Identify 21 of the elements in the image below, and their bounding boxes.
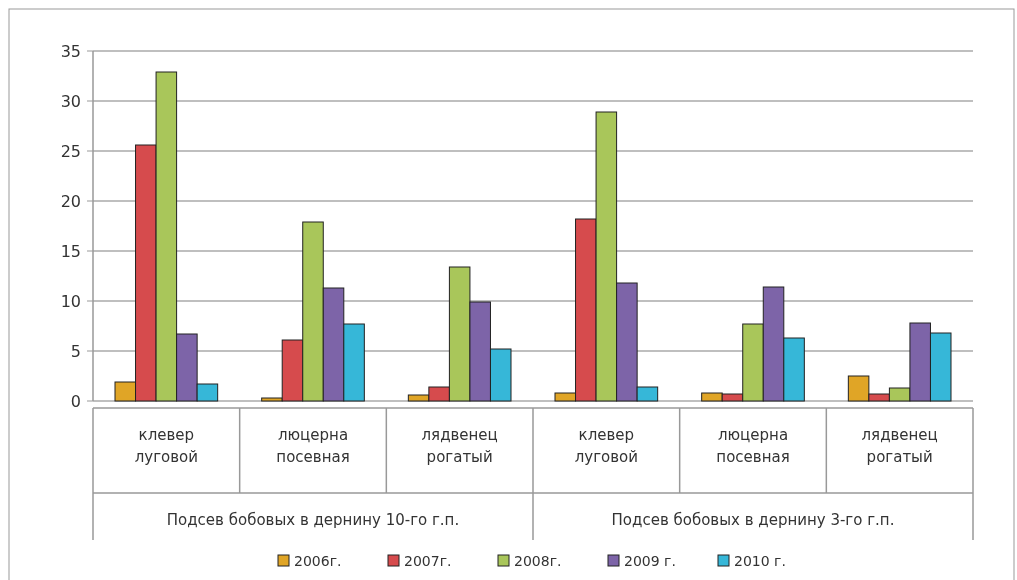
legend-label: 2007г.: [404, 552, 452, 569]
x-tick-label: клевер луговой: [574, 426, 638, 466]
x-tick-label: клевер луговой: [134, 426, 198, 466]
x-tick-label: люцерна посевная: [276, 426, 350, 466]
y-tick-label: 25: [60, 141, 81, 161]
text: Подсев бобовых в дернину 3-го г.п.: [611, 511, 895, 529]
y-tick-label: 20: [60, 191, 81, 211]
y-tick-label: 0: [70, 391, 81, 411]
y-tick-label: 30: [60, 91, 81, 111]
y-tick-label: 35: [60, 41, 81, 61]
x-tick-label: люцерна посевная: [716, 426, 790, 466]
legend-label: 2006г.: [294, 552, 342, 569]
x-tick-label: лядвенец рогатый: [861, 426, 938, 466]
y-tick-label: 10: [60, 291, 81, 311]
text: Подсев бобовых в дернину 10-го г.п.: [166, 511, 460, 529]
legend-label: 2008г.: [514, 552, 562, 569]
legend-label: 2010 г.: [734, 552, 786, 569]
x-tick-label: лядвенец рогатый: [421, 426, 498, 466]
legend-label: 2009 г.: [624, 552, 676, 569]
y-tick-label: 5: [70, 341, 81, 361]
y-tick-label: 15: [60, 241, 81, 261]
